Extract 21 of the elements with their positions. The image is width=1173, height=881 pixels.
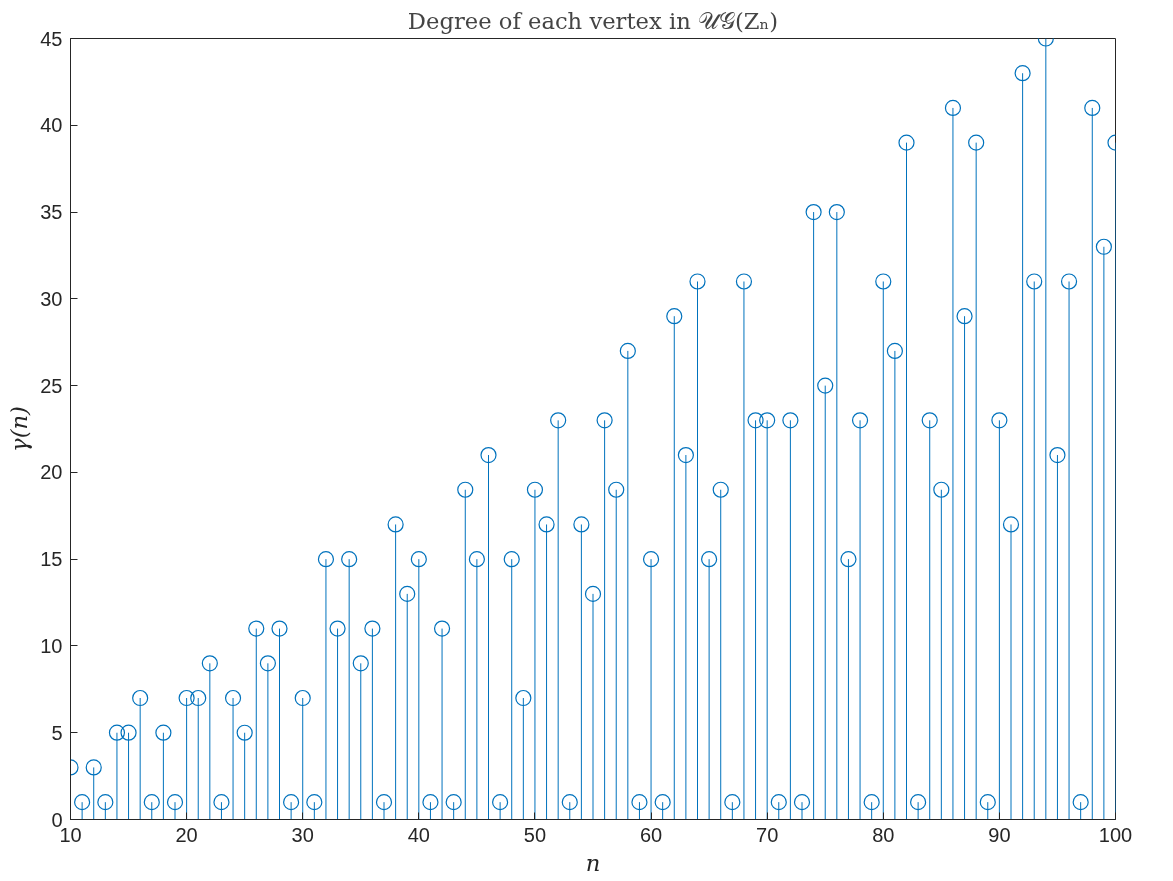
y-tick-label: 45 (40, 27, 63, 50)
x-tick-label: 30 (291, 823, 314, 846)
x-tick-label: 60 (639, 823, 663, 846)
x-tick-label: 40 (407, 823, 430, 846)
chart-title: Degree of each vertex in 𝒰𝒢(Zₙ) (407, 7, 779, 34)
y-tick-label: 25 (40, 374, 63, 397)
y-tick-label: 5 (51, 721, 63, 744)
y-tick-label: 20 (40, 461, 63, 484)
y-tick-label: 15 (40, 548, 63, 571)
x-tick-label: 20 (175, 823, 198, 846)
x-tick-label: 100 (1098, 823, 1133, 846)
y-tick-label: 30 (40, 287, 63, 310)
x-tick-label: 70 (756, 823, 779, 846)
y-axis-title: γ(n) (6, 406, 33, 452)
x-tick-label: 90 (988, 823, 1011, 846)
x-axis-title: n (585, 849, 601, 876)
y-tick-label: 35 (40, 201, 63, 224)
y-tick-label: 40 (40, 114, 63, 137)
x-tick-label: 80 (872, 823, 895, 846)
y-tick-label: 10 (40, 634, 63, 657)
x-tick-label: 50 (523, 823, 547, 846)
